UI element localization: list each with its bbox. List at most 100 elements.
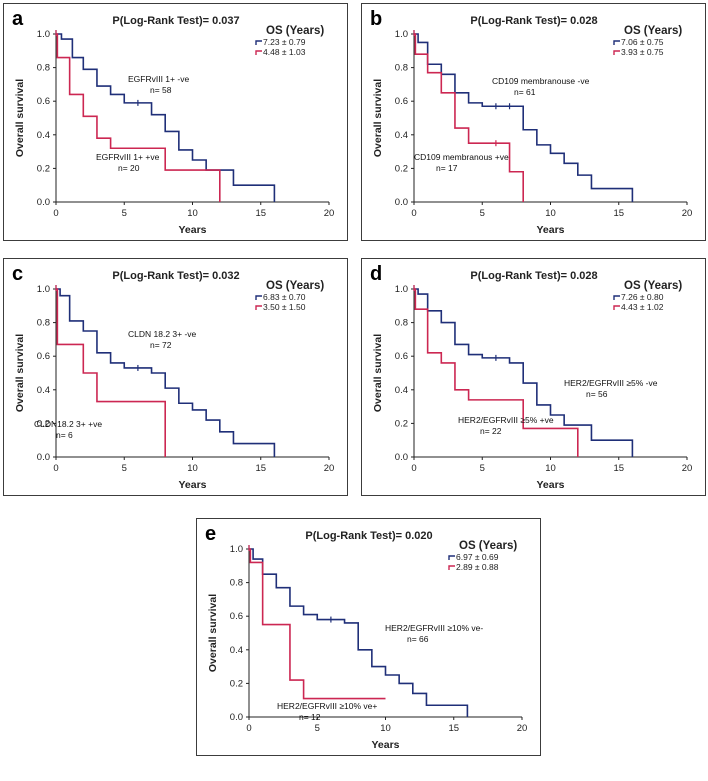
- series-label: CLDN 18.2 3+ -ve: [128, 329, 197, 339]
- legend-title: OS (Years): [624, 280, 682, 292]
- x-tick-label: 10: [187, 208, 198, 219]
- km-curve-positive: [414, 33, 524, 202]
- legend-entry: 7.26 ± 0.80: [621, 292, 664, 302]
- y-axis-label: Overall survival: [372, 79, 384, 157]
- series-label: EGFRvIII 1+ +ve: [96, 152, 160, 162]
- y-tick-label: 0.2: [395, 163, 408, 174]
- legend-swatch: [613, 50, 620, 55]
- y-tick-label: 0.8: [395, 63, 408, 74]
- y-tick-label: 0.0: [395, 197, 408, 208]
- y-tick-label: 1.0: [395, 29, 408, 40]
- y-tick-label: 0.8: [37, 63, 50, 74]
- series-label: HER2/EGFRvIII ≥5% -ve: [564, 378, 658, 388]
- x-tick-label: 0: [53, 463, 58, 474]
- x-axis-label: Years: [536, 479, 564, 491]
- panel-e: e P(Log-Rank Test)= 0.020 0.0 0.2 0.4 0.6 0.8 1…: [196, 518, 541, 756]
- x-tick-label: 15: [613, 463, 624, 474]
- x-axis-label: Years: [371, 739, 399, 751]
- panel-d: d P(Log-Rank Test)= 0.028 0.0 0.2 0.4 0.6 0.8 1…: [361, 258, 706, 496]
- panel-c: c P(Log-Rank Test)= 0.032 0.0 0.2 0.4 0.6 0.8 1…: [3, 258, 348, 496]
- km-curve-positive: [414, 288, 579, 457]
- km-chart-a: a P(Log-Rank Test)= 0.037 0.0 0.2 0.4 0.6 0.8 1…: [12, 8, 335, 236]
- legend-entry: 6.83 ± 0.70: [263, 292, 306, 302]
- x-tick-label: 10: [380, 723, 391, 734]
- x-axis-label: Years: [536, 224, 564, 236]
- y-axis-label: Overall survival: [372, 334, 384, 412]
- y-tick-label: 0.8: [37, 318, 50, 329]
- panel-b: b P(Log-Rank Test)= 0.028 0.0 0.2 0.4 0.6 0.8 1…: [361, 3, 706, 241]
- km-curve-negative: [414, 33, 634, 202]
- legend-swatch: [448, 565, 455, 570]
- legend-swatch: [255, 40, 262, 45]
- y-tick-label: 0.2: [37, 418, 50, 429]
- x-tick-label: 5: [122, 208, 127, 219]
- y-tick-label: 0.2: [395, 418, 408, 429]
- legend-entry: 7.23 ± 0.79: [263, 37, 306, 47]
- y-tick-label: 0.4: [37, 130, 50, 141]
- series-n-label: n= 66: [407, 634, 429, 644]
- series-label: CLDN18.2 3+ +ve: [34, 419, 102, 429]
- panel-letter: e: [205, 523, 216, 545]
- km-chart-d: d P(Log-Rank Test)= 0.028 0.0 0.2 0.4 0.6 0.8 1…: [370, 263, 692, 491]
- y-tick-label: 0.6: [37, 96, 50, 107]
- legend-swatch: [255, 50, 262, 55]
- km-curve-positive: [56, 288, 166, 457]
- y-tick-label: 0.6: [230, 611, 243, 622]
- legend-swatch: [255, 305, 262, 310]
- km-curve-negative: [249, 548, 469, 717]
- y-tick-label: 0.2: [230, 678, 243, 689]
- y-tick-label: 1.0: [37, 29, 50, 40]
- y-tick-label: 0.2: [37, 163, 50, 174]
- y-tick-label: 1.0: [230, 544, 243, 555]
- x-tick-label: 5: [480, 463, 485, 474]
- km-curve-negative: [56, 288, 276, 457]
- x-axis-label: Years: [178, 479, 206, 491]
- series-n-label: n= 58: [150, 85, 172, 95]
- x-tick-label: 20: [324, 208, 335, 219]
- series-n-label: n= 12: [299, 712, 321, 722]
- km-curve-negative: [414, 288, 634, 457]
- x-tick-label: 0: [53, 208, 58, 219]
- chart-title: P(Log-Rank Test)= 0.032: [112, 270, 239, 282]
- legend-entry: 3.50 ± 1.50: [263, 302, 306, 312]
- panel-letter: c: [12, 263, 23, 285]
- chart-title: P(Log-Rank Test)= 0.020: [305, 530, 432, 542]
- y-tick-label: 0.4: [395, 385, 408, 396]
- y-tick-label: 0.0: [230, 712, 243, 723]
- x-tick-label: 0: [411, 463, 416, 474]
- series-n-label: n= 22: [480, 426, 502, 436]
- x-tick-label: 5: [480, 208, 485, 219]
- y-axis-label: Overall survival: [14, 79, 26, 157]
- legend-entry: 6.97 ± 0.69: [456, 552, 499, 562]
- panel-letter: d: [370, 263, 382, 285]
- x-tick-label: 20: [517, 723, 528, 734]
- x-tick-label: 20: [324, 463, 335, 474]
- legend-entry: 4.48 ± 1.03: [263, 47, 306, 57]
- legend-swatch: [448, 555, 455, 560]
- x-axis-label: Years: [178, 224, 206, 236]
- series-label: EGFRvIII 1+ -ve: [128, 74, 189, 84]
- legend-title: OS (Years): [266, 280, 324, 292]
- x-tick-label: 10: [545, 208, 556, 219]
- panel-letter: a: [12, 8, 24, 30]
- y-axis-label: Overall survival: [14, 334, 26, 412]
- x-tick-label: 15: [255, 208, 266, 219]
- x-tick-label: 0: [246, 723, 251, 734]
- series-n-label: n= 61: [514, 87, 536, 97]
- km-curve-positive: [249, 548, 386, 700]
- y-tick-label: 0.6: [395, 351, 408, 362]
- panel-a: a P(Log-Rank Test)= 0.037 0.0 0.2 0.4 0.6 0.8 1…: [3, 3, 348, 241]
- series-n-label: n= 56: [586, 389, 608, 399]
- x-tick-label: 10: [187, 463, 198, 474]
- chart-title: P(Log-Rank Test)= 0.028: [470, 270, 597, 282]
- chart-title: P(Log-Rank Test)= 0.037: [112, 15, 239, 27]
- y-tick-label: 0.0: [37, 452, 50, 463]
- y-tick-label: 1.0: [37, 284, 50, 295]
- y-tick-label: 0.8: [395, 318, 408, 329]
- x-tick-label: 0: [411, 208, 416, 219]
- y-axis-label: Overall survival: [207, 594, 219, 672]
- chart-title: P(Log-Rank Test)= 0.028: [470, 15, 597, 27]
- series-label: HER2/EGFRvIII ≥5% +ve: [458, 415, 554, 425]
- series-label: HER2/EGFRvIII ≥10% ve-: [385, 623, 483, 633]
- legend-title: OS (Years): [459, 540, 517, 552]
